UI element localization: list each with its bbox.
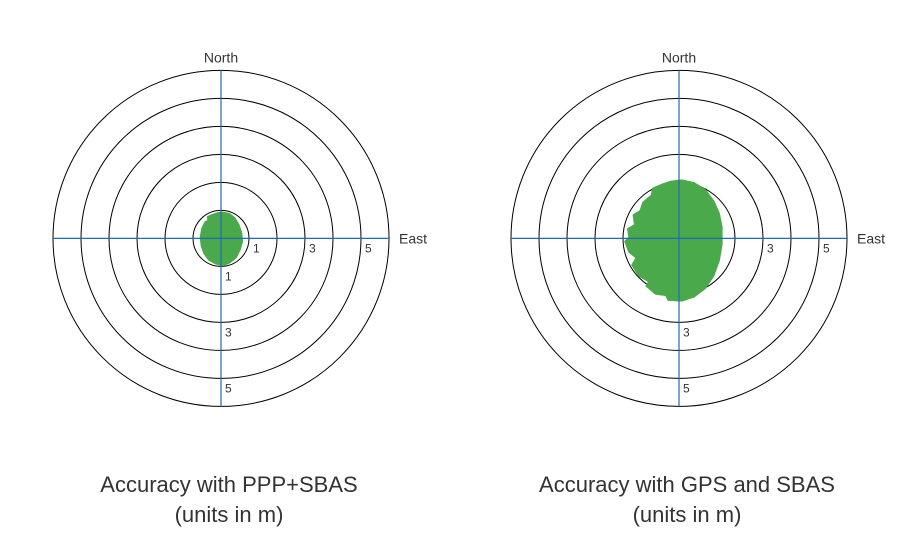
caption-left-line2: (units in m) bbox=[100, 500, 357, 530]
panel-left: 1 1 3 3 5 5 North East Accuracy with PPP+SBAS (… bbox=[29, 20, 429, 529]
tick-label-south: 5 bbox=[683, 381, 690, 395]
caption-left: Accuracy with PPP+SBAS (units in m) bbox=[100, 470, 357, 529]
tick-label-south: 1 bbox=[225, 269, 232, 283]
tick-label-east: 5 bbox=[823, 241, 830, 255]
axis-label-north: North bbox=[662, 49, 696, 65]
polar-chart-right: 3 3 5 5 North East bbox=[487, 20, 887, 440]
tick-label-south: 5 bbox=[225, 381, 232, 395]
tick-label-south: 3 bbox=[683, 325, 690, 339]
page-root: 1 1 3 3 5 5 North East Accuracy with PPP+SBAS (… bbox=[0, 0, 916, 529]
chart-left-wrap: 1 1 3 3 5 5 North East bbox=[29, 20, 429, 440]
caption-right: Accuracy with GPS and SBAS (units in m) bbox=[539, 470, 835, 529]
panel-right: 3 3 5 5 North East Accuracy with GPS and SBAS… bbox=[487, 20, 887, 529]
axis-label-east: East bbox=[399, 230, 427, 246]
caption-right-line2: (units in m) bbox=[539, 500, 835, 530]
axis-label-east: East bbox=[857, 230, 885, 246]
caption-left-line1: Accuracy with PPP+SBAS bbox=[100, 470, 357, 500]
tick-label-south: 3 bbox=[225, 325, 232, 339]
polar-chart-left: 1 1 3 3 5 5 North East bbox=[29, 20, 429, 440]
caption-right-line1: Accuracy with GPS and SBAS bbox=[539, 470, 835, 500]
tick-label-east: 3 bbox=[309, 241, 316, 255]
accuracy-blob bbox=[624, 180, 722, 302]
tick-label-east: 5 bbox=[365, 241, 372, 255]
axis-label-north: North bbox=[204, 49, 238, 65]
tick-label-east: 3 bbox=[767, 241, 774, 255]
tick-label-east: 1 bbox=[253, 241, 260, 255]
chart-right-wrap: 3 3 5 5 North East bbox=[487, 20, 887, 440]
